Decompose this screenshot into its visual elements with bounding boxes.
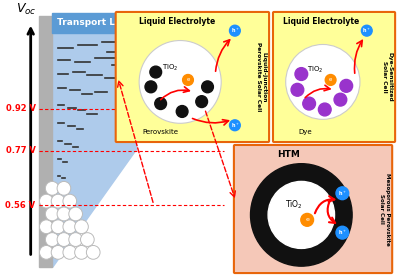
Circle shape	[183, 75, 193, 85]
Circle shape	[80, 233, 94, 247]
Text: e: e	[186, 78, 190, 83]
Circle shape	[51, 245, 65, 259]
Circle shape	[196, 96, 208, 107]
Text: HTM: HTM	[277, 150, 300, 159]
Circle shape	[145, 81, 157, 93]
Circle shape	[336, 187, 349, 200]
Circle shape	[57, 207, 71, 221]
Circle shape	[155, 98, 166, 109]
Text: h$^+$: h$^+$	[230, 26, 239, 35]
Text: Liquid-junction
Perovskite Solar Cell: Liquid-junction Perovskite Solar Cell	[256, 42, 267, 112]
Circle shape	[340, 79, 353, 92]
Circle shape	[51, 194, 65, 208]
FancyBboxPatch shape	[273, 12, 395, 142]
Circle shape	[45, 207, 59, 221]
Circle shape	[230, 25, 240, 36]
Text: Dye: Dye	[298, 129, 312, 135]
Text: Dye-Sensitized
Solar Cell: Dye-Sensitized Solar Cell	[382, 52, 393, 102]
Text: 0.56 V: 0.56 V	[6, 201, 36, 210]
Circle shape	[303, 97, 316, 110]
Circle shape	[51, 220, 65, 234]
Text: 0.92 V: 0.92 V	[6, 104, 36, 113]
Circle shape	[325, 75, 336, 85]
Circle shape	[230, 120, 240, 131]
Circle shape	[69, 233, 82, 247]
Circle shape	[318, 103, 331, 116]
Text: Mesoporous Perovskite
Solar Cell: Mesoporous Perovskite Solar Cell	[379, 173, 390, 245]
Circle shape	[202, 81, 213, 93]
Bar	[52, 13, 140, 33]
Circle shape	[57, 233, 71, 247]
Text: e: e	[305, 217, 309, 222]
Circle shape	[334, 93, 347, 106]
Circle shape	[268, 181, 334, 248]
Text: 0.77 V: 0.77 V	[6, 146, 36, 155]
Circle shape	[69, 207, 82, 221]
Circle shape	[45, 181, 59, 195]
Text: Liquid Electrolyte: Liquid Electrolyte	[283, 17, 359, 26]
Circle shape	[291, 83, 304, 96]
Text: h$^+$: h$^+$	[230, 121, 239, 130]
Text: Liquid Electrolyte: Liquid Electrolyte	[139, 17, 215, 26]
Circle shape	[63, 220, 77, 234]
Circle shape	[45, 233, 59, 247]
Circle shape	[86, 245, 100, 259]
Circle shape	[286, 45, 360, 119]
Text: TiO$_2$: TiO$_2$	[307, 65, 323, 75]
Text: Transport Level: Transport Level	[56, 18, 136, 27]
Circle shape	[295, 68, 308, 80]
FancyBboxPatch shape	[116, 12, 269, 142]
Circle shape	[301, 214, 314, 226]
Text: h$^+$: h$^+$	[338, 189, 347, 198]
Circle shape	[40, 220, 53, 234]
Circle shape	[63, 194, 77, 208]
Circle shape	[75, 220, 88, 234]
Text: $V_{oc}$: $V_{oc}$	[16, 2, 37, 17]
Circle shape	[63, 245, 77, 259]
Circle shape	[40, 194, 53, 208]
Circle shape	[57, 181, 71, 195]
Circle shape	[150, 66, 162, 78]
Bar	[38, 16, 52, 267]
Circle shape	[250, 164, 352, 266]
Circle shape	[40, 245, 53, 259]
Circle shape	[336, 226, 349, 239]
Circle shape	[139, 40, 221, 123]
Text: TiO$_2$: TiO$_2$	[285, 199, 302, 211]
FancyBboxPatch shape	[234, 145, 392, 273]
Text: h$^+$: h$^+$	[362, 26, 371, 35]
Text: h$^+$: h$^+$	[338, 228, 347, 237]
Circle shape	[176, 106, 188, 117]
Polygon shape	[52, 23, 136, 267]
Circle shape	[75, 245, 88, 259]
Text: Perovskite: Perovskite	[143, 129, 179, 135]
Circle shape	[362, 25, 372, 36]
Text: TiO$_2$: TiO$_2$	[162, 63, 179, 73]
Text: e: e	[329, 78, 332, 83]
